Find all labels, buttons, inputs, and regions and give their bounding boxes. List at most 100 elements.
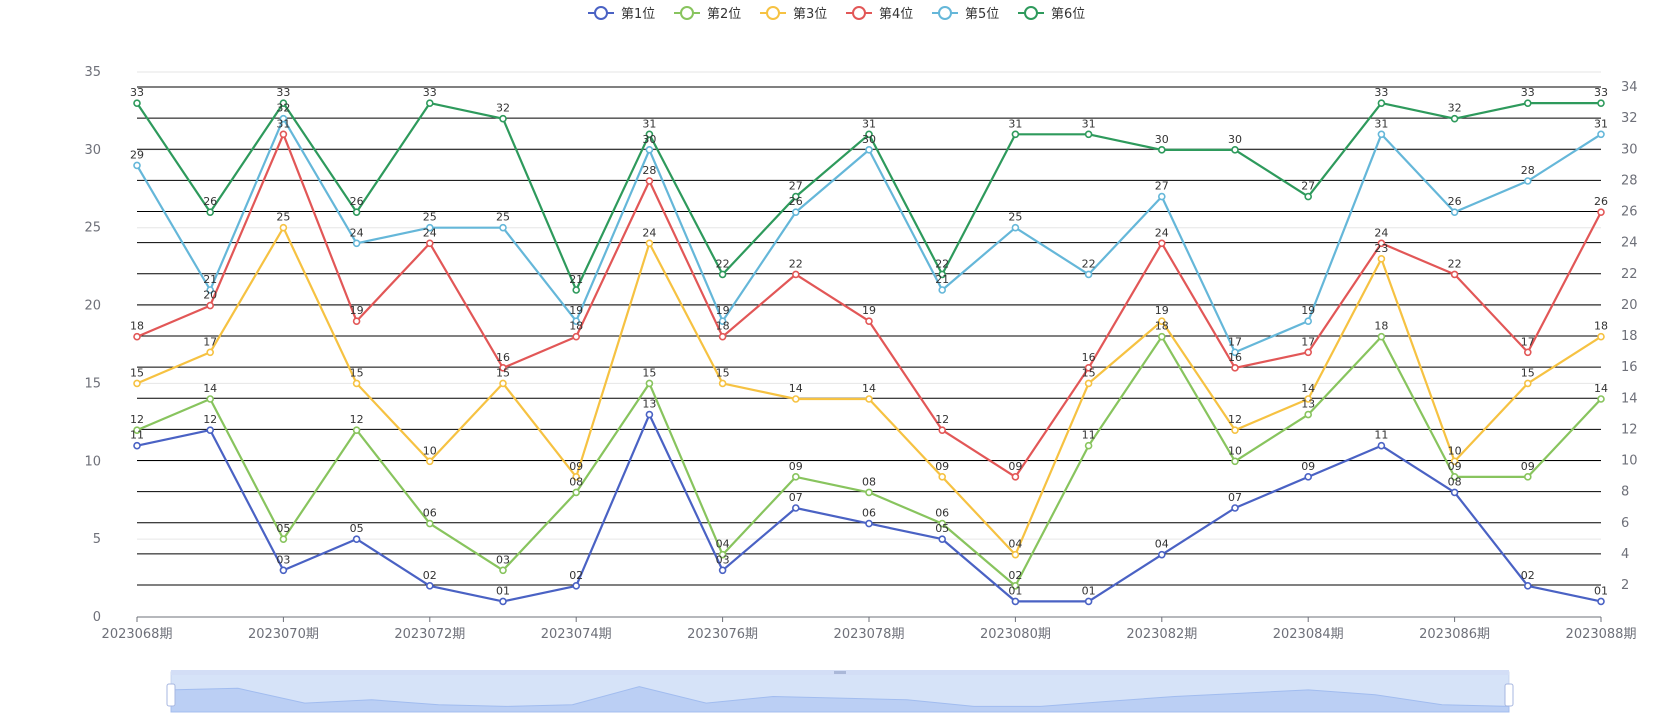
data-label: 15 (642, 366, 656, 379)
legend-item-1[interactable]: 第1位 (588, 6, 655, 22)
data-point (1011, 582, 1020, 590)
x-tick-label: 2023078期 (834, 627, 905, 642)
data-label: 24 (1374, 226, 1388, 239)
data-label: 27 (789, 180, 803, 193)
data-label: 21 (203, 273, 217, 286)
data-label: 33 (1521, 86, 1535, 99)
legend-item-6[interactable]: 第6位 (1018, 6, 1085, 22)
data-label: 17 (203, 335, 217, 348)
data-point (645, 146, 654, 154)
data-label: 08 (862, 475, 876, 488)
legend-label: 第5位 (965, 7, 999, 22)
legend-item-5[interactable]: 第5位 (932, 6, 999, 22)
legend-label: 第2位 (707, 7, 741, 22)
data-label: 30 (1228, 133, 1242, 146)
data-point (499, 364, 507, 372)
data-point (1011, 473, 1020, 481)
data-point (1450, 270, 1459, 279)
data-label: 02 (1521, 569, 1535, 582)
data-label: 18 (1594, 320, 1608, 333)
data-label: 31 (642, 117, 656, 130)
data-label: 10 (1448, 444, 1462, 457)
data-label: 31 (1374, 117, 1388, 130)
axes: 0510152025303524681012141618202224262830… (84, 65, 1637, 642)
data-label: 32 (496, 102, 510, 115)
data-point (1524, 582, 1532, 590)
data-label: 16 (1228, 351, 1242, 364)
data-point (1158, 146, 1166, 154)
x-tick-label: 2023080期 (980, 627, 1051, 642)
data-point (1231, 364, 1239, 372)
x-tick-label: 2023074期 (541, 627, 612, 642)
grid (137, 71, 1601, 618)
data-point (1084, 597, 1093, 606)
right-y-tick-label: 2 (1621, 578, 1629, 593)
point-labels: 11 12 03 05 02 01 02 13 03 07 06 05 01 01 04 07 09 11 08 02… (130, 86, 1608, 597)
data-point (1084, 270, 1093, 279)
data-label: 09 (1008, 460, 1022, 473)
y-tick-label: 0 (93, 610, 101, 625)
data-label: 18 (1155, 320, 1169, 333)
legend-label: 第6位 (1051, 7, 1085, 22)
data-label: 12 (130, 413, 144, 426)
data-label: 13 (1301, 398, 1315, 411)
data-label: 31 (1082, 117, 1096, 130)
data-point (791, 504, 800, 512)
data-point (1158, 192, 1166, 201)
data-point (718, 566, 727, 575)
data-point (1377, 441, 1386, 450)
data-label: 02 (569, 569, 583, 582)
zoom-handle-left[interactable] (166, 683, 176, 707)
data-point (279, 535, 288, 543)
legend-marker (680, 6, 694, 20)
series-6 (133, 99, 1605, 294)
data-label: 04 (716, 538, 730, 551)
data-point (279, 114, 288, 123)
data-point (865, 146, 873, 154)
data-point (1377, 255, 1386, 263)
data-point (645, 239, 654, 248)
data-point (1597, 332, 1605, 341)
data-label: 19 (1301, 304, 1315, 317)
legend-item-2[interactable]: 第2位 (674, 6, 741, 22)
legend-item-4[interactable]: 第4位 (846, 6, 913, 22)
data-label: 17 (1521, 335, 1535, 348)
data-point (1524, 379, 1532, 388)
x-tick-label: 2023088期 (1566, 627, 1637, 642)
legend-label: 第3位 (793, 7, 827, 22)
data-label: 14 (203, 382, 217, 395)
data-label: 02 (423, 569, 437, 582)
y-tick-label: 25 (84, 221, 101, 236)
data-point (1450, 208, 1459, 216)
data-point (645, 130, 654, 139)
data-point (1450, 457, 1459, 466)
data-label: 12 (350, 413, 364, 426)
legend-marker (852, 6, 866, 20)
legend-label: 第1位 (621, 7, 655, 22)
data-point (865, 395, 873, 403)
data-label: 15 (350, 366, 364, 379)
data-point (1450, 114, 1459, 123)
right-y-tick-label: 22 (1621, 267, 1638, 282)
legend-marker (766, 6, 780, 20)
data-label: 09 (569, 460, 583, 473)
data-point (1011, 130, 1020, 139)
data-label: 31 (276, 117, 290, 130)
legend: 第1位 第2位 第3位 第4位 第5位 第6位 (588, 6, 1085, 22)
data-point (718, 332, 727, 341)
right-y-tick-label: 18 (1621, 329, 1638, 344)
data-point (938, 519, 947, 528)
data-label: 25 (496, 211, 510, 224)
data-point (1231, 426, 1239, 434)
legend-item-3[interactable]: 第3位 (760, 6, 827, 22)
zoom-handle-right[interactable] (1504, 683, 1514, 707)
data-point (1304, 473, 1312, 481)
data-label: 25 (1008, 211, 1022, 224)
data-point (206, 348, 214, 357)
data-point (1524, 99, 1532, 107)
data-point (133, 99, 141, 107)
data-zoom-slider[interactable] (166, 670, 1514, 713)
y-tick-label: 10 (84, 454, 101, 469)
data-point (645, 379, 654, 388)
data-point (791, 473, 800, 481)
